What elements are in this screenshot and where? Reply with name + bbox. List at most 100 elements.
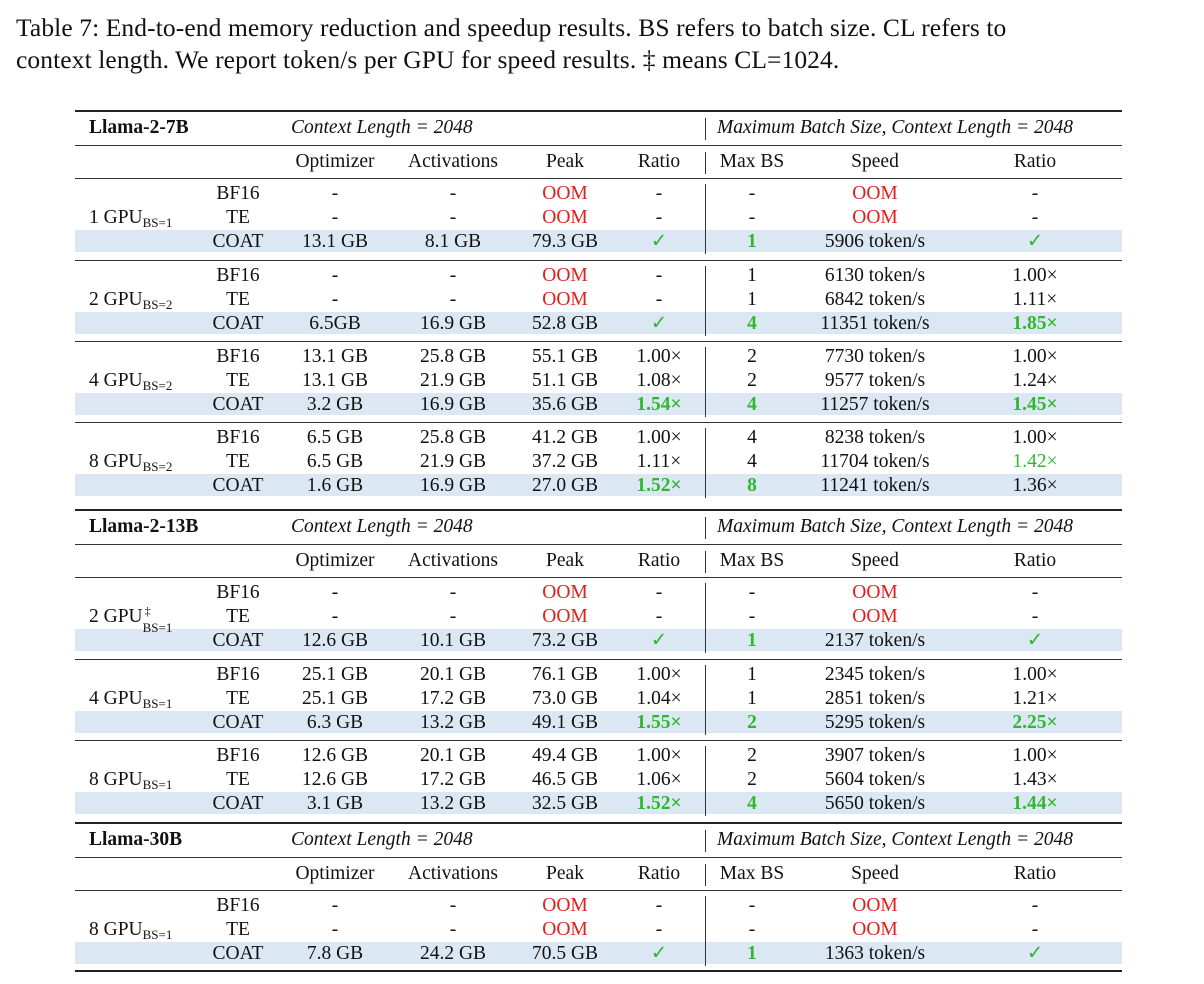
- table-cell: 35.6 GB: [531, 394, 599, 415]
- column-header: Speed: [851, 550, 899, 571]
- table-cell: 4: [747, 394, 757, 415]
- table-rule: [75, 341, 1122, 342]
- table-cell: 70.5 GB: [531, 943, 599, 964]
- table-cell: OOM: [542, 289, 588, 310]
- table-cell: OOM: [542, 265, 588, 286]
- method-label: BF16: [216, 582, 260, 603]
- table-cell: -: [449, 582, 457, 603]
- table-cell: 1363 token/s: [824, 943, 926, 964]
- table-cell: 79.3 GB: [531, 231, 599, 252]
- table-cell: 1: [747, 289, 757, 310]
- table-cell: 17.2 GB: [419, 688, 487, 709]
- highlight-row: [75, 711, 1122, 733]
- table-cell: -: [1031, 895, 1039, 916]
- table-cell: -: [331, 289, 339, 310]
- method-label: COAT: [212, 630, 264, 651]
- table-cell: 2: [747, 745, 757, 766]
- gpu-subscript: BS=1: [142, 777, 173, 792]
- table-cell: 25.8 GB: [419, 427, 487, 448]
- gpu-config-label: 2 GPUBS=2: [89, 288, 172, 317]
- highlight-row: [75, 474, 1122, 496]
- column-header: Activations: [408, 863, 498, 884]
- gpu-count: 4 GPU: [89, 370, 143, 391]
- column-divider: [705, 864, 706, 886]
- table-cell: -: [331, 183, 339, 204]
- table-cell: -: [748, 183, 756, 204]
- column-header: Speed: [851, 151, 899, 172]
- table-caption: Table 7: End-to-end memory reduction and…: [16, 12, 1196, 76]
- column-divider: [705, 830, 706, 852]
- table-cell: -: [1031, 606, 1039, 627]
- table-cell: 1: [747, 265, 757, 286]
- method-label: COAT: [212, 394, 264, 415]
- table-cell: 1: [747, 231, 757, 252]
- gpu-subscript: BS=1: [142, 696, 173, 711]
- table-cell: -: [331, 265, 339, 286]
- column-divider: [705, 184, 706, 254]
- table-cell: -: [655, 289, 663, 310]
- context-length-header: Context Length = 2048: [291, 829, 473, 850]
- method-label: TE: [226, 919, 250, 940]
- table-cell: -: [748, 895, 756, 916]
- table-cell: 20.1 GB: [419, 664, 487, 685]
- table-cell: 3.2 GB: [306, 394, 364, 415]
- table-cell: OOM: [542, 207, 588, 228]
- table-cell: 13.2 GB: [419, 793, 487, 814]
- table-cell: 2.25×: [1012, 712, 1058, 733]
- column-header: Activations: [408, 550, 498, 571]
- table-cell: OOM: [852, 207, 898, 228]
- table-cell: 1.55×: [636, 712, 682, 733]
- method-label: TE: [226, 688, 250, 709]
- table-cell: -: [748, 606, 756, 627]
- table-cell: 1: [747, 664, 757, 685]
- context-length-header: Context Length = 2048: [291, 516, 473, 537]
- table-cell: 1.08×: [636, 370, 682, 391]
- table-cell: 25.8 GB: [419, 346, 487, 367]
- method-label: BF16: [216, 895, 260, 916]
- max-batch-header: Maximum Batch Size, Context Length = 204…: [717, 516, 1073, 537]
- table-cell: ✓: [650, 231, 668, 252]
- table-cell: 24.2 GB: [419, 943, 487, 964]
- gpu-subscript: BS=2: [142, 459, 173, 474]
- table-cell: -: [331, 895, 339, 916]
- table-cell: 1.00×: [1012, 427, 1058, 448]
- model-name: Llama-2-13B: [89, 516, 199, 537]
- table-cell: ✓: [1026, 630, 1044, 651]
- table-cell: 1: [747, 630, 757, 651]
- gpu-subscript: BS=2: [142, 378, 173, 393]
- table-cell: 1.00×: [636, 346, 682, 367]
- table-cell: OOM: [542, 582, 588, 603]
- table-cell: -: [1031, 582, 1039, 603]
- table-cell: 6.5 GB: [306, 427, 364, 448]
- table-cell: -: [449, 919, 457, 940]
- table-cell: OOM: [852, 895, 898, 916]
- column-header: Speed: [851, 863, 899, 884]
- table-cell: 1: [747, 943, 757, 964]
- table-cell: -: [449, 207, 457, 228]
- table-cell: 4: [747, 313, 757, 334]
- table-cell: 10.1 GB: [419, 630, 487, 651]
- table-cell: 1.43×: [1012, 769, 1058, 790]
- table-cell: ✓: [1026, 943, 1044, 964]
- table-cell: 1.11×: [1012, 289, 1058, 310]
- table-cell: 1.42×: [1012, 451, 1058, 472]
- model-name: Llama-30B: [89, 829, 183, 850]
- table-cell: 1.52×: [636, 793, 682, 814]
- column-header: Ratio: [637, 863, 681, 884]
- method-label: TE: [226, 370, 250, 391]
- table-cell: 12.6 GB: [301, 630, 369, 651]
- column-divider: [705, 665, 706, 735]
- table-cell: 20.1 GB: [419, 745, 487, 766]
- gpu-count: 8 GPU: [89, 451, 143, 472]
- column-header: Ratio: [1013, 151, 1057, 172]
- table-cell: -: [331, 207, 339, 228]
- highlight-row: [75, 393, 1122, 415]
- gpu-config-label: 4 GPUBS=1: [89, 687, 172, 716]
- column-header: Max BS: [719, 151, 785, 172]
- table-cell: 5604 token/s: [824, 769, 926, 790]
- table-cell: 4: [747, 793, 757, 814]
- table-cell: ✓: [1026, 231, 1044, 252]
- table-cell: 52.8 GB: [531, 313, 599, 334]
- gpu-count: 8 GPU: [89, 919, 143, 940]
- table-cell: 4: [747, 451, 757, 472]
